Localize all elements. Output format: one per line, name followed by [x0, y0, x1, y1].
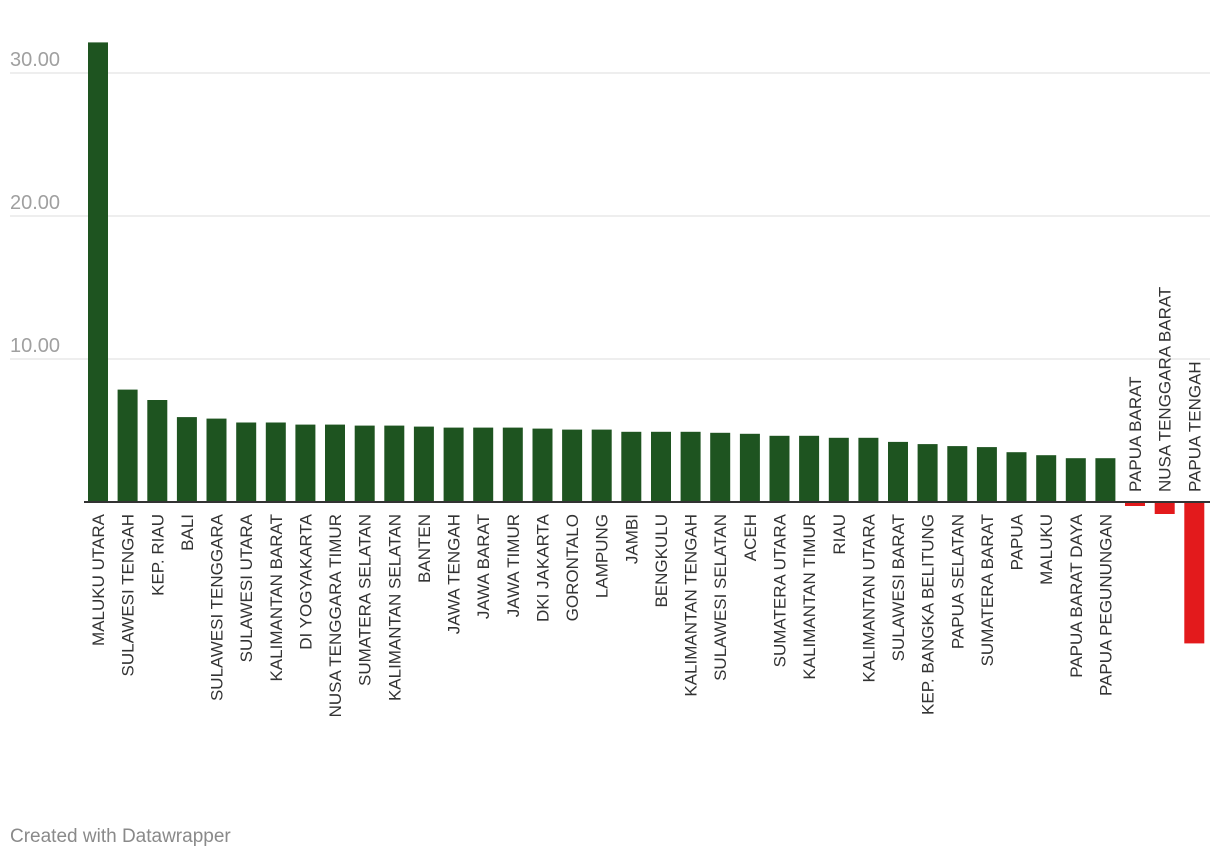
bar: [562, 429, 583, 502]
credit-text: Created with Datawrapper: [10, 826, 231, 847]
category-label: KEP. BANGKA BELITUNG: [919, 514, 938, 715]
category-label: DKI JAKARTA: [534, 513, 553, 622]
bar: [621, 431, 642, 502]
bar: [799, 435, 820, 502]
category-label: KEP. RIAU: [148, 514, 167, 596]
category-label: SUMATERA SELATAN: [356, 514, 375, 686]
category-label: NUSA TENGGARA BARAT: [1156, 287, 1175, 492]
bar: [1095, 458, 1116, 502]
bar: [502, 427, 523, 502]
category-label: ACEH: [741, 514, 760, 561]
category-label: PAPUA BARAT: [1126, 376, 1145, 492]
bar: [651, 431, 671, 502]
bar: [532, 428, 553, 502]
category-label: SUMATERA BARAT: [978, 514, 997, 666]
category-label: PAPUA PEGUNUNGAN: [1096, 514, 1115, 696]
bar: [1036, 455, 1057, 502]
category-label: KALIMANTAN TIMUR: [800, 514, 819, 680]
y-tick-label: 10.00: [10, 335, 60, 357]
category-label: GORONTALO: [563, 514, 582, 621]
bar: [769, 435, 790, 502]
bar: [384, 425, 405, 502]
bar: [1125, 502, 1145, 506]
bar-chart: MALUKU UTARA SULAWESI TENGAH KEP. RIAU BALI…: [10, 42, 1210, 718]
category-label: JAWA BARAT: [474, 514, 493, 619]
category-label: BANTEN: [415, 514, 434, 583]
category-labels: MALUKU UTARA SULAWESI TENGAH KEP. RIAU BALI…: [89, 287, 1204, 718]
category-label: KALIMANTAN UTARA: [859, 513, 878, 682]
bar: [917, 444, 938, 502]
category-label: BALI: [178, 514, 197, 551]
bar: [858, 437, 879, 502]
bar: [236, 422, 257, 502]
category-label: LAMPUNG: [593, 514, 612, 598]
gridlines: [10, 72, 1210, 360]
category-label: JAMBI: [622, 514, 641, 564]
category-label: SULAWESI TENGGARA: [208, 513, 227, 701]
bar: [88, 42, 108, 503]
bar: [295, 424, 316, 502]
category-label: PAPUA: [1008, 513, 1027, 570]
y-tick-label: 30.00: [10, 49, 60, 71]
bar: [265, 422, 286, 502]
bar: [710, 432, 731, 502]
bar: [1006, 452, 1027, 502]
bar: [325, 424, 345, 502]
category-label: KALIMANTAN TENGAH: [682, 514, 701, 697]
category-label: NUSA TENGGARA TIMUR: [326, 514, 345, 717]
category-label: SULAWESI UTARA: [237, 513, 256, 662]
bar: [680, 431, 701, 502]
bar: [147, 400, 168, 502]
category-label: PAPUA BARAT DAYA: [1067, 513, 1086, 677]
bars: [88, 42, 1205, 644]
bar: [947, 446, 968, 502]
bar: [739, 433, 760, 502]
category-label: JAWA TIMUR: [504, 514, 523, 617]
bar: [176, 417, 197, 502]
bar: [1154, 502, 1175, 514]
category-label: SULAWESI TENGAH: [119, 514, 138, 676]
category-label: JAWA TENGAH: [445, 514, 464, 634]
category-label: BENGKULU: [652, 514, 671, 608]
y-axis-tick-labels: 10.00 20.00 30.00: [10, 49, 60, 357]
bar: [413, 426, 434, 502]
category-label: MALUKU UTARA: [89, 513, 108, 646]
bar: [1065, 458, 1086, 502]
category-label: SULAWESI SELATAN: [711, 514, 730, 681]
category-label: MALUKU: [1037, 514, 1056, 585]
category-label: DI YOGYAKARTA: [296, 513, 315, 649]
bar: [117, 389, 138, 502]
bar: [206, 418, 227, 502]
bar: [591, 429, 612, 502]
bar: [828, 437, 849, 502]
category-label: PAPUA SELATAN: [948, 514, 967, 649]
bar: [1184, 502, 1205, 644]
bar: [443, 427, 464, 502]
category-label: KALIMANTAN BARAT: [267, 514, 286, 682]
bar: [473, 427, 494, 502]
category-label: RIAU: [830, 514, 849, 555]
y-tick-label: 20.00: [10, 192, 60, 214]
category-label: KALIMANTAN SELATAN: [385, 514, 404, 701]
bar: [888, 441, 908, 502]
bar: [354, 425, 375, 502]
category-label: SULAWESI BARAT: [889, 514, 908, 661]
category-label: PAPUA TENGAH: [1185, 361, 1204, 492]
bar: [976, 447, 997, 502]
category-label: SUMATERA UTARA: [771, 513, 790, 667]
